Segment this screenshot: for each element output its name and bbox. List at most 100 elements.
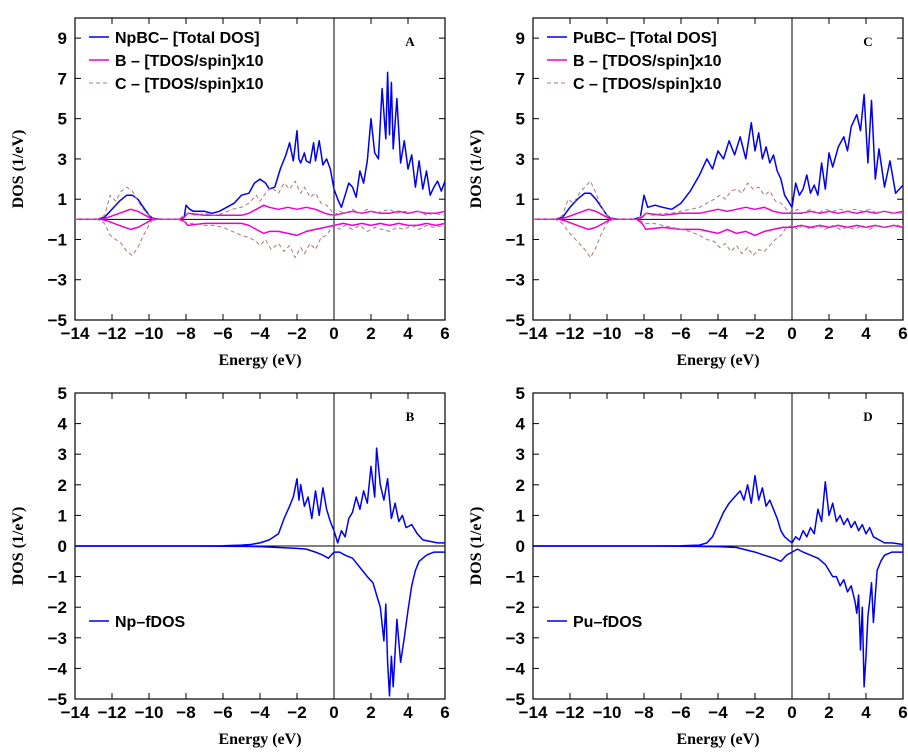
y-tick-label: −5: [506, 311, 525, 330]
x-axis-label: Energy (eV): [676, 731, 759, 748]
x-tick-label: −10: [135, 324, 164, 343]
legend-entry: Np–fDOS: [115, 614, 186, 631]
series-line-4: [533, 218, 903, 259]
x-tick-label: −2: [745, 324, 764, 343]
x-tick-label: 6: [440, 324, 449, 343]
y-tick-label: −1: [48, 230, 67, 249]
y-axis-label: DOS (1/eV): [10, 507, 27, 586]
legend-entry: B – [TDOS/spin]x10: [115, 53, 264, 70]
y-tick-label: 0: [58, 537, 67, 556]
x-tick-label: 2: [366, 324, 375, 343]
x-tick-label: 4: [403, 703, 413, 722]
legend-entry: PuBC– [Total DOS]: [573, 30, 717, 47]
x-tick-label: −8: [634, 703, 653, 722]
y-tick-label: 1: [58, 506, 67, 525]
x-tick-label: −8: [634, 324, 653, 343]
x-tick-label: 4: [403, 324, 413, 343]
y-tick-label: −3: [48, 271, 67, 290]
panel-label: C: [863, 34, 872, 49]
y-tick-label: 7: [516, 69, 525, 88]
x-tick-label: −4: [250, 703, 270, 722]
y-tick-label: −1: [506, 230, 525, 249]
y-tick-label: −4: [48, 659, 68, 678]
series-line-2: [75, 180, 446, 220]
x-tick-label: −8: [176, 324, 195, 343]
x-tick-label: −14: [519, 324, 548, 343]
x-tick-label: −12: [556, 324, 585, 343]
y-tick-label: 0: [516, 537, 525, 556]
y-tick-label: 4: [58, 415, 68, 434]
y-tick-label: 5: [58, 110, 67, 129]
x-tick-label: 0: [787, 703, 796, 722]
legend-entry: Pu–fDOS: [573, 614, 643, 631]
legend-entry: C – [TDOS/spin]x10: [115, 76, 264, 93]
y-tick-label: 5: [516, 384, 525, 403]
x-tick-label: 6: [898, 703, 907, 722]
y-tick-label: 3: [58, 150, 67, 169]
y-tick-label: 5: [516, 110, 525, 129]
series-line-1: [533, 545, 903, 688]
x-tick-label: −4: [708, 703, 728, 722]
x-tick-label: −4: [250, 324, 270, 343]
y-tick-label: 3: [516, 445, 525, 464]
y-tick-label: −5: [48, 311, 67, 330]
y-tick-label: −4: [506, 659, 526, 678]
x-tick-label: −10: [135, 703, 164, 722]
series-line-1: [75, 545, 445, 697]
x-tick-label: −2: [287, 324, 306, 343]
panel-c: −14 −12 −10 −8 −6 −4 −2 0 2 4 6 −5 −3 −1 1 3 5 7 9 Energy (…: [468, 17, 908, 369]
y-tick-label: 4: [516, 415, 526, 434]
y-tick-label: −5: [48, 690, 67, 709]
y-tick-label: 5: [58, 384, 67, 403]
x-tick-label: −2: [287, 703, 306, 722]
x-tick-label: 2: [824, 703, 833, 722]
y-tick-label: 9: [58, 29, 67, 48]
x-tick-label: 6: [440, 703, 449, 722]
x-tick-label: −14: [519, 703, 548, 722]
x-tick-label: −6: [671, 324, 690, 343]
y-tick-label: −2: [48, 598, 67, 617]
x-tick-label: −12: [98, 324, 127, 343]
series-line-1: [533, 206, 904, 221]
y-tick-label: −3: [48, 629, 67, 648]
y-tick-label: 1: [516, 506, 525, 525]
y-tick-label: 9: [516, 29, 525, 48]
x-tick-label: 2: [824, 324, 833, 343]
panel-a: −14 −12 −10 −8 −6 −4 −2 0 2 4 6 −5 −3 −1 1 3 5 7 9 Energy (…: [10, 17, 450, 369]
y-tick-label: 1: [516, 190, 525, 209]
y-tick-label: 7: [58, 69, 67, 88]
x-tick-label: −14: [61, 324, 90, 343]
y-tick-label: 3: [516, 150, 525, 169]
x-tick-label: 0: [787, 324, 796, 343]
series-line-0: [75, 71, 446, 221]
panel-b: −14 −12 −10 −8 −6 −4 −2 0 2 4 6−5−4−3−2−1012345Ene…: [10, 384, 450, 748]
panel-label: B: [406, 409, 415, 424]
x-tick-label: 4: [861, 703, 871, 722]
x-tick-label: −4: [708, 324, 728, 343]
y-axis-label: DOS (1/eV): [468, 507, 485, 586]
x-tick-label: −12: [556, 703, 585, 722]
series-line-4: [75, 218, 446, 259]
y-tick-label: 2: [58, 476, 67, 495]
panel-label: D: [863, 409, 872, 424]
series-line-0: [533, 93, 904, 221]
y-tick-label: −1: [48, 568, 67, 587]
x-tick-label: −6: [671, 703, 690, 722]
legend-entry: C – [TDOS/spin]x10: [573, 76, 722, 93]
y-tick-label: 3: [58, 445, 67, 464]
x-tick-label: −12: [98, 703, 127, 722]
x-tick-label: −10: [593, 703, 622, 722]
y-axis-label: DOS (1/eV): [10, 130, 27, 209]
legend-entry: B – [TDOS/spin]x10: [573, 53, 722, 70]
x-tick-label: −8: [176, 703, 195, 722]
x-tick-label: −10: [593, 324, 622, 343]
y-tick-label: −2: [506, 598, 525, 617]
panel-d: −14 −12 −10 −8 −6 −4 −2 0 2 4 6−5−4−3−2−1012345Ene…: [468, 384, 908, 748]
x-tick-label: 0: [329, 324, 338, 343]
x-tick-label: 6: [898, 324, 907, 343]
x-tick-label: −14: [61, 703, 90, 722]
legend-entry: NpBC– [Total DOS]: [115, 30, 260, 47]
x-axis-label: Energy (eV): [676, 352, 759, 369]
x-tick-label: 0: [329, 703, 338, 722]
